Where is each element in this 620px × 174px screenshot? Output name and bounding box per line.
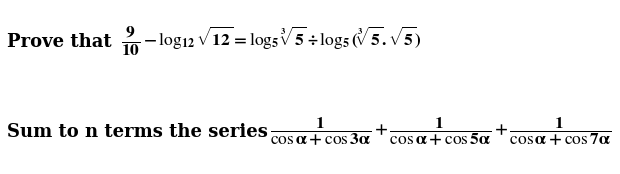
Text: Prove that: Prove that (7, 33, 118, 51)
Text: Sum to n terms the series: Sum to n terms the series (7, 123, 275, 141)
Text: $\mathbf{\dfrac{1}{\cos\alpha+\cos 3\alpha} + \dfrac{1}{\cos\alpha+\cos 5\alpha}: $\mathbf{\dfrac{1}{\cos\alpha+\cos 3\alp… (270, 116, 611, 148)
Text: $\mathbf{\dfrac{9}{10} - \log_{12}\sqrt{12} = \log_5 \sqrt[3]{5} \div \log_5(\sq: $\mathbf{\dfrac{9}{10} - \log_{12}\sqrt{… (121, 25, 422, 58)
